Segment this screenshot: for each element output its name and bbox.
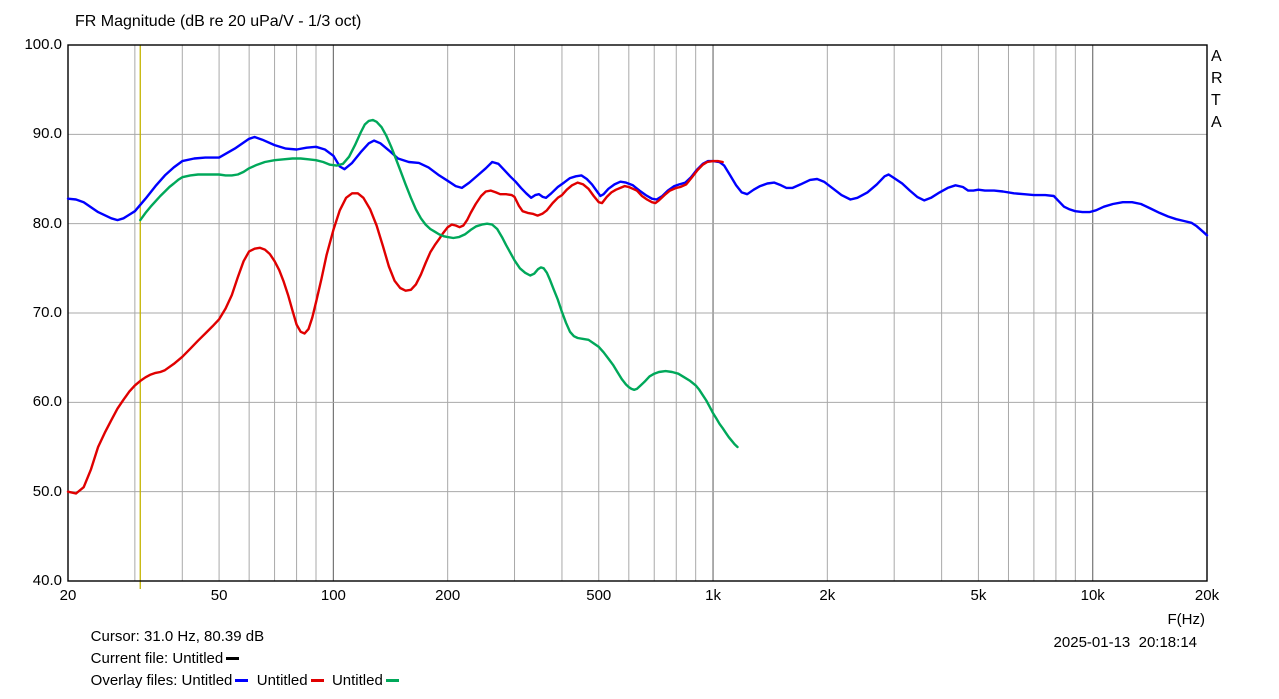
x-axis-unit-label: F(Hz): [1167, 611, 1206, 628]
cursor-readout-text: Cursor: 31.0 Hz, 80.39 dB: [90, 628, 265, 645]
plot-title: FR Magnitude (dB re 20 uPa/V - 1/3 oct): [75, 13, 362, 30]
y-tick-label: 70.0: [32, 304, 62, 321]
overlay-files-row: Overlay files: Untitled Untitled Untitle…: [74, 655, 399, 699]
y-tick-label: 90.0: [32, 125, 62, 143]
overlay-file-name[interactable]: Untitled: [256, 672, 308, 689]
curve-1: [66, 159, 724, 495]
measurement-datetime: 2025-01-13 20:18:14: [1053, 634, 1197, 651]
x-tick-label: 10k: [1080, 587, 1105, 604]
y-tick-label: 50.0: [32, 482, 62, 500]
user-note: мик на месте: [68, 677, 176, 699]
x-tick-label: 5k: [970, 587, 987, 604]
x-tick-label: 2k: [819, 587, 836, 604]
y-tick-label: 40.0: [32, 572, 62, 589]
x-tick-label: 1k: [705, 587, 721, 604]
y-tick-label: 60.0: [32, 393, 62, 411]
overlay-file-name[interactable]: Untitled: [181, 672, 233, 689]
overlay-files-label: Overlay files:: [90, 672, 182, 689]
current-file-marker: [226, 657, 240, 660]
x-tick-label: 100: [320, 587, 346, 604]
current-file-name[interactable]: Untitled: [172, 650, 224, 667]
curve-0: [66, 135, 1209, 237]
user-note-text: мик на месте: [85, 694, 176, 699]
current-file-label: Current file:: [90, 650, 173, 667]
x-tick-label: 50: [210, 587, 228, 604]
overlay-file-name[interactable]: Untitled: [331, 672, 383, 689]
y-tick-label: 100.0: [24, 36, 62, 53]
x-tick-label: 200: [435, 587, 461, 604]
x-tick-label: 500: [586, 587, 612, 604]
x-tick-label: 20k: [1194, 587, 1220, 604]
overlay-marker-blue: [235, 679, 249, 682]
overlay-marker-green: [385, 679, 399, 682]
overlay-marker-red: [310, 679, 324, 682]
arta-watermark: ARTA: [1211, 48, 1223, 131]
y-tick-label: 80.0: [32, 214, 62, 232]
cursor-readout: Cursor: 31.0 Hz, 80.39 dB: [74, 611, 264, 662]
current-file-row: Current file: Untitled: [74, 633, 240, 684]
x-tick-label: 20: [59, 587, 77, 604]
curve-2: [139, 118, 739, 449]
